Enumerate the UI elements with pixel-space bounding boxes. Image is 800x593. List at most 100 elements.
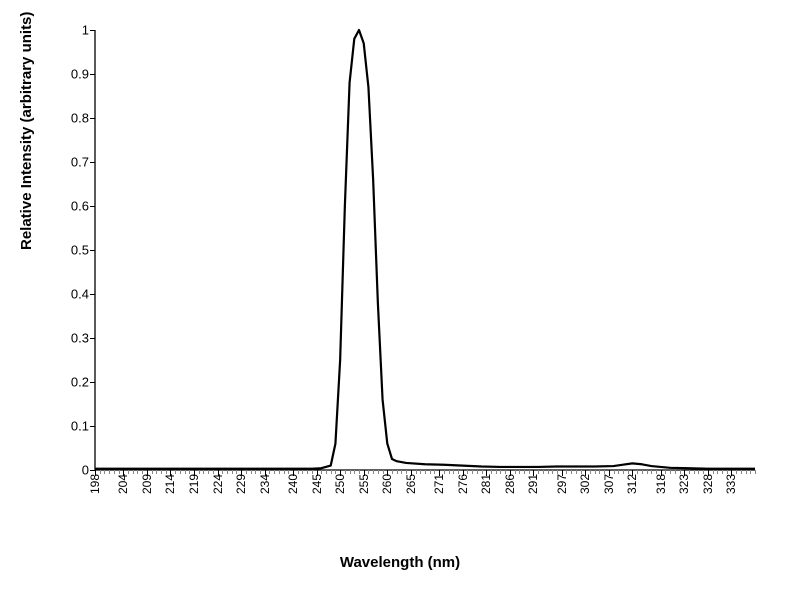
x-tick-label: 328 xyxy=(701,474,715,494)
x-minor-tick xyxy=(137,470,138,474)
x-minor-tick xyxy=(552,470,553,474)
x-minor-tick xyxy=(326,470,327,474)
x-minor-tick xyxy=(599,470,600,474)
x-tick-label: 302 xyxy=(578,474,592,494)
x-minor-tick xyxy=(670,470,671,474)
x-minor-tick xyxy=(717,470,718,474)
x-minor-tick xyxy=(104,470,105,474)
x-tick-label: 224 xyxy=(211,474,225,494)
series-line xyxy=(95,30,755,469)
x-minor-tick xyxy=(133,470,134,474)
x-minor-tick xyxy=(307,470,308,474)
x-minor-tick xyxy=(694,470,695,474)
x-minor-tick xyxy=(642,470,643,474)
x-tick-label: 260 xyxy=(380,474,394,494)
x-axis-label: Wavelength (nm) xyxy=(340,554,460,571)
x-minor-tick xyxy=(698,470,699,474)
x-tick-label: 312 xyxy=(625,474,639,494)
y-tick-label: 0.3 xyxy=(71,331,89,346)
x-minor-tick xyxy=(496,470,497,474)
chart-svg xyxy=(95,30,755,470)
x-minor-tick xyxy=(227,470,228,474)
y-tick xyxy=(90,382,95,383)
x-minor-tick xyxy=(232,470,233,474)
y-tick-label: 0.4 xyxy=(71,287,89,302)
x-minor-tick xyxy=(755,470,756,474)
x-minor-tick xyxy=(430,470,431,474)
x-tick-label: 209 xyxy=(140,474,154,494)
x-minor-tick xyxy=(675,470,676,474)
x-minor-tick xyxy=(397,470,398,474)
x-tick-label: 204 xyxy=(116,474,130,494)
y-tick-label: 1 xyxy=(82,23,89,38)
y-tick xyxy=(90,206,95,207)
x-tick-label: 250 xyxy=(333,474,347,494)
x-minor-tick xyxy=(741,470,742,474)
x-tick-label: 307 xyxy=(602,474,616,494)
x-minor-tick xyxy=(618,470,619,474)
x-minor-tick xyxy=(251,470,252,474)
x-minor-tick xyxy=(500,470,501,474)
x-tick-label: 318 xyxy=(654,474,668,494)
x-minor-tick xyxy=(420,470,421,474)
x-minor-tick xyxy=(722,470,723,474)
x-tick-label: 276 xyxy=(456,474,470,494)
y-tick-label: 0.2 xyxy=(71,375,89,390)
x-minor-tick xyxy=(595,470,596,474)
x-tick-label: 291 xyxy=(526,474,540,494)
x-tick-label: 234 xyxy=(258,474,272,494)
x-minor-tick xyxy=(274,470,275,474)
x-minor-tick xyxy=(378,470,379,474)
x-minor-tick xyxy=(373,470,374,474)
x-minor-tick xyxy=(114,470,115,474)
x-minor-tick xyxy=(477,470,478,474)
x-minor-tick xyxy=(284,470,285,474)
x-minor-tick xyxy=(453,470,454,474)
x-minor-tick xyxy=(180,470,181,474)
x-minor-tick xyxy=(746,470,747,474)
x-tick-label: 286 xyxy=(503,474,517,494)
x-tick-label: 214 xyxy=(163,474,177,494)
y-tick-label: 0.9 xyxy=(71,67,89,82)
y-tick-label: 0.1 xyxy=(71,419,89,434)
x-tick-label: 245 xyxy=(310,474,324,494)
x-tick-label: 265 xyxy=(404,474,418,494)
y-tick xyxy=(90,338,95,339)
y-tick xyxy=(90,30,95,31)
x-minor-tick xyxy=(401,470,402,474)
x-tick-label: 323 xyxy=(677,474,691,494)
x-minor-tick xyxy=(524,470,525,474)
plot-area: 00.10.20.30.40.50.60.70.80.9119820420921… xyxy=(95,30,755,470)
y-tick-label: 0.6 xyxy=(71,199,89,214)
x-minor-tick xyxy=(425,470,426,474)
y-tick xyxy=(90,294,95,295)
x-minor-tick xyxy=(302,470,303,474)
x-minor-tick xyxy=(548,470,549,474)
y-tick-label: 0.7 xyxy=(71,155,89,170)
x-minor-tick xyxy=(519,470,520,474)
x-tick-label: 219 xyxy=(187,474,201,494)
x-minor-tick xyxy=(623,470,624,474)
x-minor-tick xyxy=(354,470,355,474)
x-minor-tick xyxy=(185,470,186,474)
y-tick-label: 0.5 xyxy=(71,243,89,258)
x-minor-tick xyxy=(279,470,280,474)
x-minor-tick xyxy=(571,470,572,474)
spectrum-chart: Relative Intensity (arbitrary units) Wav… xyxy=(0,0,800,593)
y-tick xyxy=(90,162,95,163)
x-minor-tick xyxy=(543,470,544,474)
x-minor-tick xyxy=(109,470,110,474)
x-minor-tick xyxy=(651,470,652,474)
y-axis-label: Relative Intensity (arbitrary units) xyxy=(18,12,35,250)
x-minor-tick xyxy=(472,470,473,474)
x-tick-label: 198 xyxy=(88,474,102,494)
x-minor-tick xyxy=(203,470,204,474)
y-tick xyxy=(90,118,95,119)
y-tick xyxy=(90,426,95,427)
x-tick-label: 297 xyxy=(555,474,569,494)
x-minor-tick xyxy=(750,470,751,474)
x-tick-label: 333 xyxy=(724,474,738,494)
axes xyxy=(95,30,755,470)
x-minor-tick xyxy=(161,470,162,474)
x-minor-tick xyxy=(449,470,450,474)
